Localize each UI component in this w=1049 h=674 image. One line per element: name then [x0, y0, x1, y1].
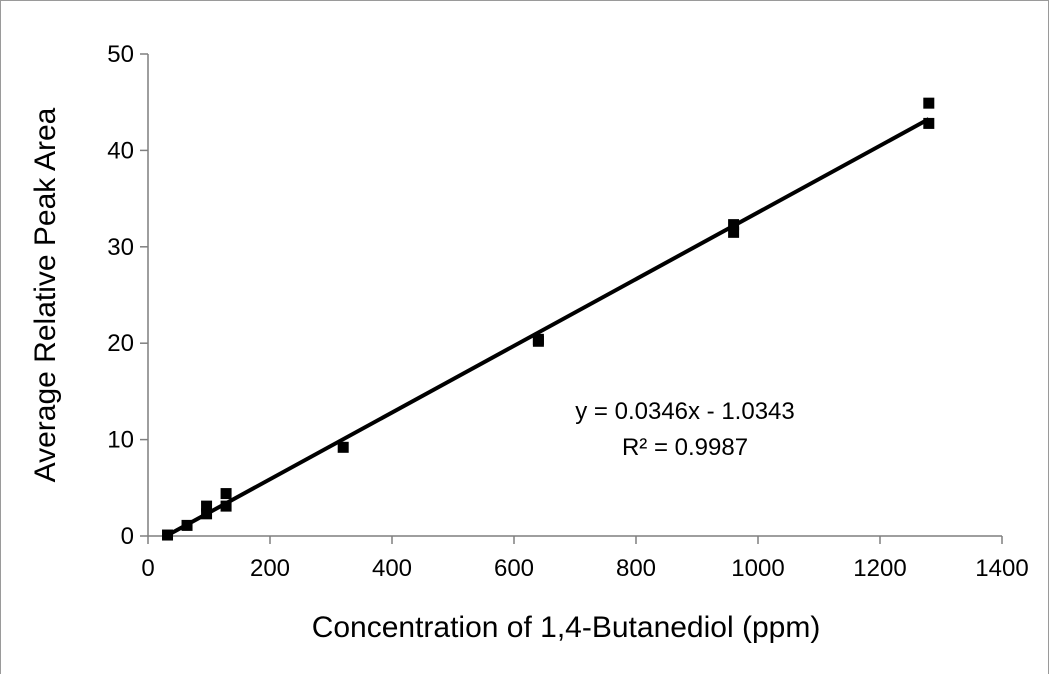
x-tick-label: 200 [250, 555, 290, 582]
data-point [923, 117, 935, 129]
data-point [220, 500, 232, 512]
plot-area: 0 200 400 600 800 1000 1200 1400 0 10 20 30 40 50 [107, 41, 1028, 582]
data-point [337, 441, 349, 453]
x-tick-label: 1400 [975, 555, 1028, 582]
data-points [162, 97, 935, 541]
trendline-group [166, 117, 930, 538]
r-squared-label: R² = 0.9987 [622, 434, 748, 461]
x-axis-ticks: 0 200 400 600 800 1000 1200 1400 [141, 536, 1029, 582]
data-point [532, 333, 544, 345]
y-tick-label: 40 [107, 137, 134, 164]
data-point [220, 488, 232, 500]
data-point [728, 226, 740, 238]
x-axis-title: Concentration of 1,4-Butanediol (ppm) [312, 611, 821, 644]
data-point [181, 519, 193, 531]
x-tick-label: 0 [141, 555, 154, 582]
y-tick-label: 10 [107, 427, 134, 454]
y-axis-title: Average Relative Peak Area [29, 107, 62, 482]
trendline-equation: y = 0.0346x - 1.0343 [575, 398, 795, 425]
data-point [728, 219, 740, 231]
data-point [162, 529, 174, 541]
x-tick-label: 800 [616, 555, 656, 582]
y-tick-label: 30 [107, 234, 134, 261]
y-tick-label: 20 [107, 330, 134, 357]
x-tick-label: 1000 [731, 555, 784, 582]
trendline [166, 117, 930, 538]
x-tick-label: 1200 [853, 555, 906, 582]
x-tick-label: 400 [372, 555, 412, 582]
x-tick-label: 600 [494, 555, 534, 582]
data-point [201, 508, 213, 520]
data-point [201, 500, 213, 512]
y-tick-label: 50 [107, 41, 134, 68]
y-tick-label: 0 [121, 523, 134, 550]
data-point [923, 97, 935, 109]
y-axis-ticks: 0 10 20 30 40 50 [107, 41, 148, 550]
